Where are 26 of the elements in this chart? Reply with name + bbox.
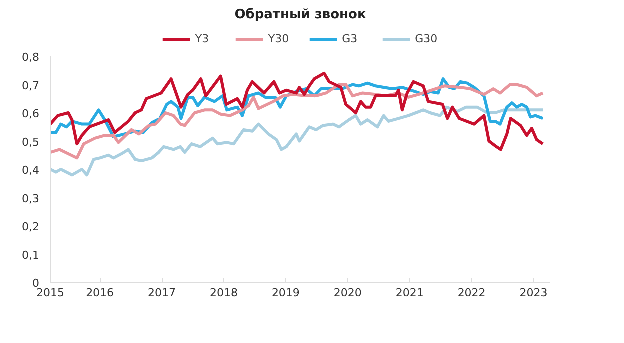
y-tick-label: 0,8 — [22, 51, 40, 64]
line-series — [50, 83, 545, 160]
x-tick-label: 2019 — [272, 286, 300, 300]
x-tick-label: 2023 — [520, 286, 548, 300]
line-series — [50, 106, 545, 177]
y-tick-label: 0 — [32, 277, 40, 290]
y-tick-label: 0,6 — [22, 108, 40, 120]
legend-label: Y30 — [268, 32, 290, 46]
x-tick-label: 2020 — [334, 286, 362, 300]
x-tick-label: 2021 — [396, 286, 424, 300]
y-tick-label: 0,5 — [22, 136, 40, 149]
y-tick-label: 0,3 — [22, 192, 40, 206]
legend-label: G30 — [415, 32, 438, 46]
x-tick-label: 2022 — [458, 286, 486, 300]
x-tick-label: 2017 — [148, 286, 176, 300]
y-tick-label: 0,4 — [22, 164, 40, 177]
legend-label: G3 — [342, 32, 359, 46]
y-tick-label: 0,7 — [22, 79, 40, 92]
y-tick-label: 0,2 — [22, 220, 40, 234]
x-tick-label: 2015 — [36, 286, 65, 300]
x-tick-label: 2016 — [86, 286, 114, 300]
line-series — [50, 72, 545, 152]
x-tick-label: 2018 — [210, 286, 238, 300]
y-tick-label: 0,1 — [22, 248, 40, 262]
chart-title: Обратный звонок — [234, 8, 366, 22]
legend-label: Y3 — [195, 32, 210, 46]
